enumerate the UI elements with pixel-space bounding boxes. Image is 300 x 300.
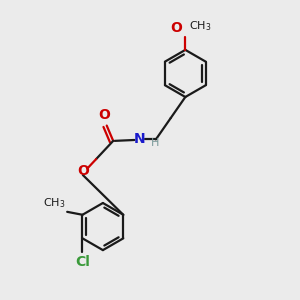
- Text: CH$_3$: CH$_3$: [43, 196, 66, 210]
- Text: O: O: [77, 164, 89, 178]
- Text: Cl: Cl: [75, 254, 90, 268]
- Text: O: O: [170, 21, 182, 35]
- Text: H: H: [151, 138, 159, 148]
- Text: N: N: [134, 132, 146, 146]
- Text: O: O: [98, 108, 110, 122]
- Text: CH$_3$: CH$_3$: [189, 19, 212, 33]
